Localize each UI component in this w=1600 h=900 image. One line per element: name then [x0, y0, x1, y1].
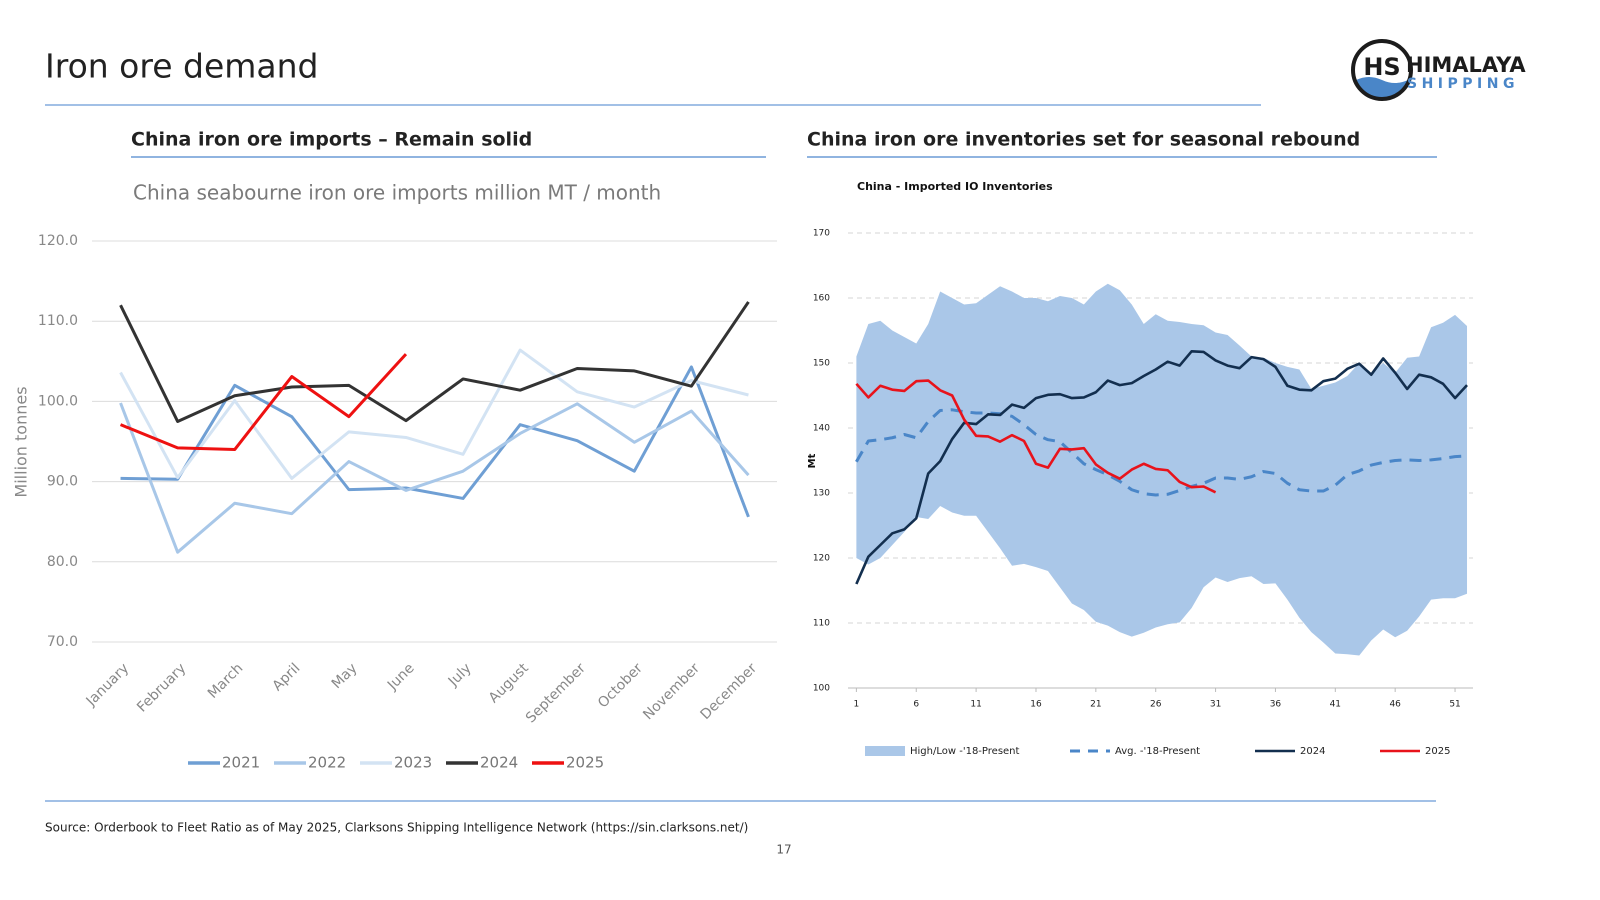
legend-item: 2024 — [446, 754, 518, 772]
panel-heading: China iron ore imports – Remain solid — [131, 129, 532, 151]
legend-label: Avg. -'18-Present — [1115, 746, 1200, 757]
logo-ring — [1351, 39, 1413, 101]
legend-label: 2024 — [480, 754, 518, 772]
x-tick-label: July — [445, 660, 475, 690]
y-tick-label: 90.0 — [47, 474, 78, 490]
logo-name: HIMALAYA — [1406, 53, 1526, 77]
x-tick-label: November — [640, 660, 703, 723]
y-tick-label: 120.0 — [38, 233, 78, 249]
x-tick-label: 46 — [1389, 700, 1401, 710]
legend-label: 2025 — [566, 754, 604, 772]
y-tick-label: 170 — [813, 229, 830, 239]
legend-item: 2022 — [274, 754, 346, 772]
x-tick-label: May — [329, 660, 361, 692]
series-line — [855, 350, 1468, 585]
y-tick-label: 150 — [813, 359, 830, 369]
y-tick-label: 100 — [813, 684, 830, 694]
y-tick-label: 70.0 — [47, 634, 78, 650]
legend-label: 2025 — [1425, 746, 1450, 757]
series-line — [119, 353, 408, 452]
logo-wave — [1356, 77, 1408, 98]
y-tick-label: 130 — [813, 489, 830, 499]
legend-item: High/Low -'18-Present — [865, 746, 1020, 757]
x-tick-label: June — [384, 660, 418, 694]
y-tick-label: 110 — [813, 619, 830, 629]
logo-sub: SHIPPING — [1407, 76, 1519, 92]
y-axis-label: Mt — [807, 453, 818, 468]
x-tick-label: 16 — [1030, 700, 1042, 710]
legend-item: 2023 — [360, 754, 432, 772]
series-line — [119, 402, 750, 554]
legend-item: 2024 — [1255, 746, 1325, 757]
logo: HS HIMALAYA SHIPPING — [1351, 39, 1526, 101]
legend-item: 2025 — [1380, 746, 1450, 757]
source: Source: Orderbook to Fleet Ratio as of M… — [45, 821, 748, 835]
y-tick-label: 140 — [813, 424, 830, 434]
x-tick-label: 41 — [1330, 700, 1341, 710]
legend-item: 2021 — [188, 754, 260, 772]
legend-item: 2025 — [532, 754, 604, 772]
y-tick-label: 100.0 — [38, 393, 78, 409]
legend-item: Avg. -'18-Present — [1070, 746, 1200, 757]
x-tick-label: 36 — [1270, 700, 1282, 710]
panel-heading: China iron ore inventories set for seaso… — [807, 129, 1360, 151]
series-line — [120, 365, 750, 518]
x-tick-label: January — [83, 660, 133, 710]
legend-swatch — [865, 746, 905, 756]
x-tick-label: 6 — [913, 700, 919, 710]
y-axis-label: Million tonnes — [12, 386, 31, 497]
y-tick-label: 110.0 — [38, 313, 78, 329]
y-tick-label: 120 — [813, 554, 830, 564]
x-tick-label: 31 — [1210, 700, 1221, 710]
x-tick-label: 21 — [1090, 700, 1101, 710]
series-line — [855, 408, 1468, 497]
chart-title: China - Imported IO Inventories — [857, 180, 1053, 193]
legend-label: 2023 — [394, 754, 432, 772]
x-tick-label: 11 — [970, 700, 981, 710]
x-tick-label: March — [205, 660, 246, 701]
x-tick-label: 51 — [1449, 700, 1460, 710]
legend-label: 2021 — [222, 754, 260, 772]
x-tick-label: 1 — [854, 700, 860, 710]
y-tick-label: 160 — [813, 294, 830, 304]
legend-label: 2022 — [308, 754, 346, 772]
series-line — [119, 348, 749, 480]
series-line — [119, 301, 750, 423]
logo-mark: HS — [1363, 53, 1400, 81]
x-tick-label: 26 — [1150, 700, 1162, 710]
series-line — [855, 379, 1217, 494]
x-tick-label: September — [523, 660, 589, 726]
x-tick-label: December — [697, 660, 760, 723]
x-tick-label: April — [270, 660, 304, 694]
y-tick-label: 80.0 — [47, 554, 78, 570]
chart-title: China seabourne iron ore imports million… — [133, 181, 661, 205]
x-tick-label: October — [595, 660, 646, 711]
page-title: Iron ore demand — [45, 47, 318, 86]
x-tick-label: August — [486, 660, 532, 706]
x-tick-label: February — [134, 660, 189, 715]
legend-label: High/Low -'18-Present — [910, 746, 1020, 757]
legend-label: 2024 — [1300, 746, 1325, 757]
page-number: 17 — [776, 843, 791, 857]
